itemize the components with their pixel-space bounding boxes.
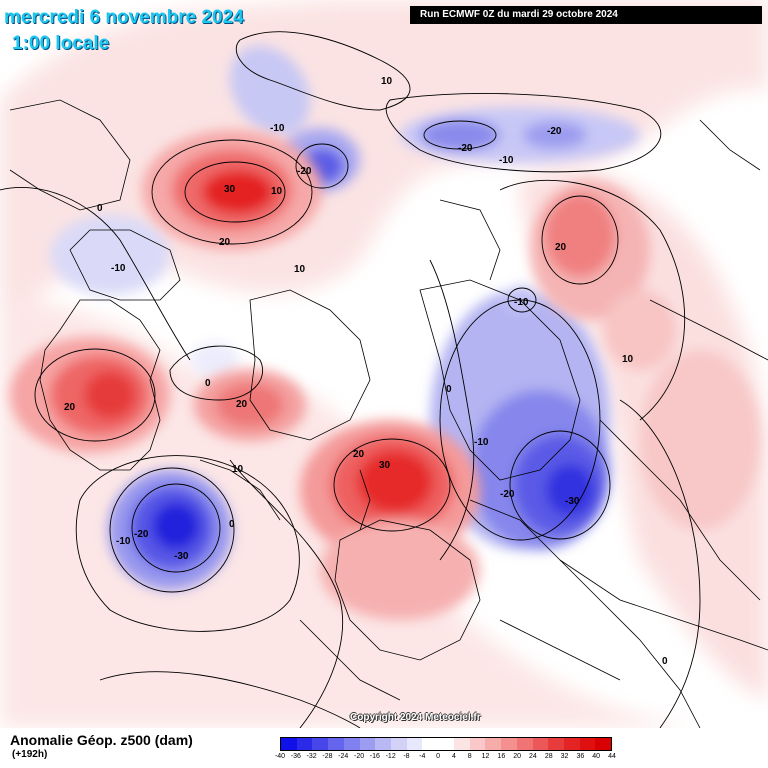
color-scale-tick-label: 12 [481, 753, 490, 760]
color-scale-tick-label: 28 [544, 753, 553, 760]
contour-label: 10 [381, 76, 393, 87]
contour-label: 10 [232, 464, 244, 475]
color-scale-tick-label: -12 [385, 753, 396, 760]
color-scale-cell [406, 738, 423, 750]
contour-label: 0 [446, 384, 452, 395]
color-scale-cell [501, 738, 517, 750]
color-scale-tick-label: -36 [290, 753, 301, 760]
contour-label: 20 [353, 449, 365, 460]
color-scale-cell [532, 738, 549, 750]
contour-label: 20 [236, 399, 248, 410]
contour-label: 0 [662, 656, 668, 667]
color-scale-cell [422, 738, 439, 750]
contour-label: 20 [64, 402, 76, 413]
anomaly-field [0, 0, 768, 728]
color-scale-tick-label: -24 [338, 753, 349, 760]
color-scale-cell [343, 738, 360, 750]
color-scale-cell [328, 738, 344, 750]
color-scale-cell [296, 738, 313, 750]
color-scale-cell [516, 738, 533, 750]
color-scale-cell [485, 738, 502, 750]
forecast-date: mercredi 6 novembre 2024 [4, 7, 244, 28]
color-scale-tick-label: 20 [513, 753, 522, 760]
color-scale-bar [280, 737, 612, 751]
forecast-time: 1:00 locale [12, 33, 110, 54]
color-scale-tick-label: 16 [497, 753, 506, 760]
contour-label: -20 [297, 166, 312, 177]
contour-label: 20 [555, 242, 567, 253]
color-scale-cell [563, 738, 580, 750]
coastlines [9, 99, 768, 728]
color-scale-cell [312, 738, 329, 750]
contour-label: 30 [224, 184, 236, 195]
contour-label: 10 [271, 186, 283, 197]
color-scale-cell [579, 738, 596, 750]
color-scale-tick-label: 40 [592, 753, 601, 760]
color-scale-cell [359, 738, 376, 750]
contour-label: -10 [111, 263, 126, 274]
anomaly-map: 10 -10 -20 -20 -20 -10 30 10 20 0 -10 10… [0, 0, 768, 728]
contour-label: -10 [474, 437, 489, 448]
color-scale-tick-label: 8 [467, 753, 472, 760]
color-scale-cell [375, 738, 392, 750]
contour-label: -30 [174, 551, 189, 562]
contour-label: 20 [219, 237, 231, 248]
color-scale-ticks: -40 -36 -32 -28 -24 -20 -16 -12 -8 -4 0 4 8 12 16 20 24 2… [275, 753, 616, 765]
color-scale-cell [438, 738, 454, 750]
contour-label: -30 [565, 496, 580, 507]
contour-label: -20 [547, 126, 562, 137]
color-scale-tick-label: 24 [529, 753, 537, 760]
contour-label: -10 [270, 123, 285, 134]
contour-label: 30 [379, 460, 391, 471]
contour-label: -20 [458, 143, 473, 154]
color-scale-tick-label: -16 [369, 753, 380, 760]
color-scale-cell [595, 738, 612, 750]
contour-label-layer: 10 -10 -20 -20 -20 -10 30 10 20 0 -10 10… [64, 76, 668, 667]
run-info-banner: Run ECMWF 0Z du mardi 29 octobre 2024 [410, 6, 762, 24]
color-scale-cell [548, 738, 564, 750]
contour-label: 0 [205, 378, 211, 389]
legend-title: Anomalie Géop. z500 (dam) [10, 732, 193, 748]
contour-label: -10 [499, 155, 514, 166]
color-scale-tick-label: 44 [608, 753, 616, 760]
contour-label: 10 [294, 264, 306, 275]
color-scale-cell [391, 738, 407, 750]
color-scale-tick-label: 36 [576, 753, 585, 760]
color-scale-tick-label: -32 [306, 753, 317, 760]
contour-label: -20 [134, 529, 149, 540]
contour-lines [0, 31, 701, 728]
color-scale-tick-label: -4 [419, 753, 426, 760]
legend-footer: Anomalie Géop. z500 (dam) (+192h) -40 -36… [0, 728, 768, 768]
contour-label: 0 [229, 519, 235, 530]
color-scale-tick-label: -20 [353, 753, 365, 760]
color-scale-tick-label: -40 [274, 753, 286, 760]
color-scale-cell [469, 738, 486, 750]
contour-label: -10 [116, 536, 131, 547]
contour-label: 10 [622, 354, 634, 365]
color-scale-cell [281, 738, 297, 750]
legend-subtitle: (+192h) [12, 749, 48, 760]
contour-label: 0 [97, 203, 103, 214]
color-scale-tick-label: 0 [436, 753, 441, 760]
color-scale-cell [453, 738, 470, 750]
color-scale-tick-label: -8 [403, 753, 410, 760]
contour-label: -20 [500, 489, 515, 500]
color-scale-tick-label: 32 [560, 753, 569, 760]
color-scale-tick-label: -28 [322, 753, 333, 760]
copyright-notice: Copyright 2024 Meteociel.fr [350, 712, 481, 723]
contour-label: -10 [514, 297, 529, 308]
color-scale-tick-label: 4 [451, 753, 456, 760]
